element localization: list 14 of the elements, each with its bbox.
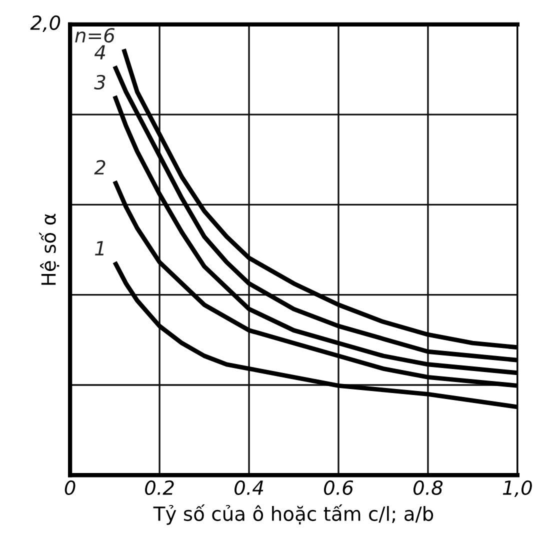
x-tick-label: 0.6 (324, 480, 354, 496)
x-tick-label: 0.4 (234, 480, 264, 496)
x-tick-label: 0.8 (413, 480, 443, 496)
text: 2,0 (30, 15, 60, 32)
series-label: 2 (94, 160, 106, 174)
x-tick-label: 1,0 (502, 480, 532, 498)
series-label: 3 (94, 74, 106, 90)
x-tick-label: 0 (64, 480, 76, 496)
series-label: n=6 (75, 28, 115, 43)
x-tick-label: 0.2 (145, 480, 174, 496)
series-label: 1 (95, 241, 104, 256)
x-axis-title: Tỷ số của ô hoặc tấm c/l; a/b (153, 504, 434, 525)
series-label: 4 (94, 45, 106, 60)
y-axis-title: Hệ số α (39, 214, 60, 285)
